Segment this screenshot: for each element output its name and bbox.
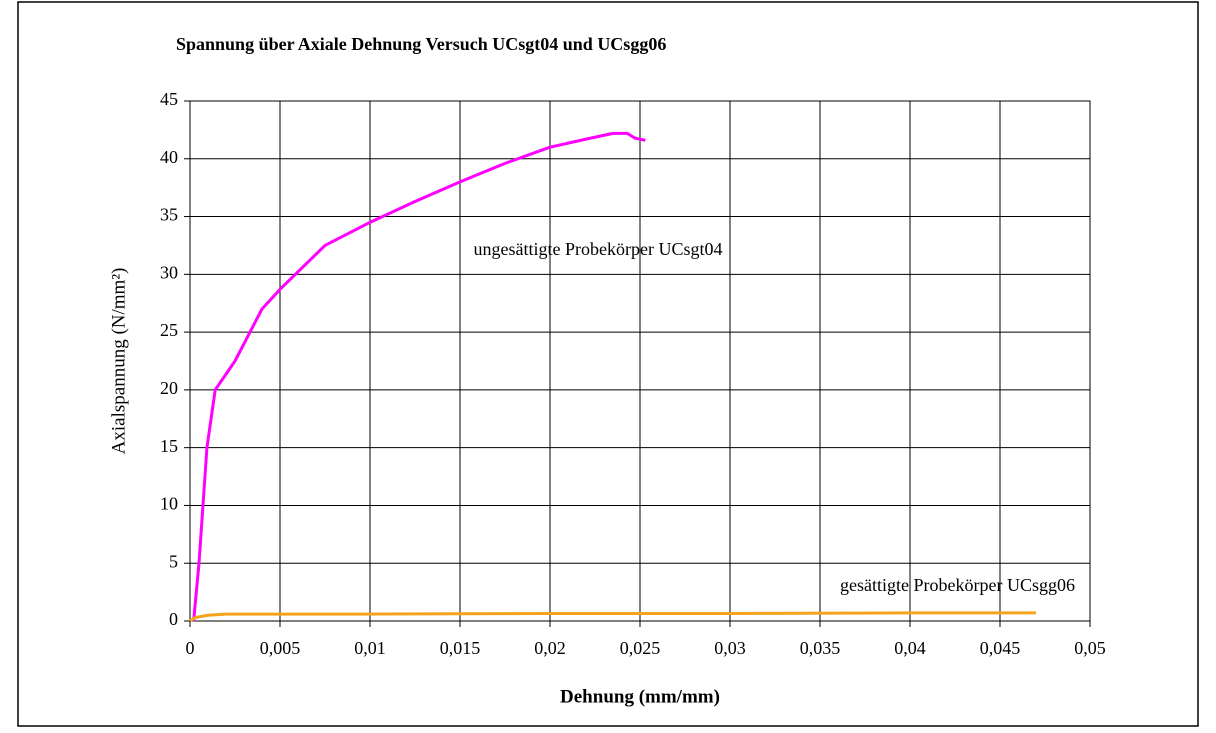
chart-title: Spannung über Axiale Dehnung Versuch UCs… [176,34,666,54]
y-axis-label: Axialspannung (N/mm²) [108,268,129,455]
y-tick-label: 25 [160,320,178,340]
y-tick-label: 45 [160,89,178,109]
x-tick-label: 0,045 [980,638,1021,658]
series-annotation: gesättigte Probekörper UCsgg06 [840,575,1075,595]
chart-frame [17,1,1199,727]
x-tick-label: 0,005 [260,638,301,658]
y-tick-label: 20 [160,378,178,398]
x-tick-label: 0,01 [354,638,386,658]
x-tick-label: 0,025 [620,638,661,658]
y-tick-label: 15 [160,436,178,456]
plot-area [189,100,1091,622]
series-annotation: ungesättigte Probekörper UCsgt04 [474,239,723,259]
line-series [192,131,646,622]
line-series [189,611,1036,623]
x-tick-label: 0,05 [1074,638,1106,658]
x-tick-label: 0,03 [714,638,746,658]
x-tick-label: 0 [186,638,195,658]
x-tick-label: 0,04 [894,638,926,658]
x-axis-label: Dehnung (mm/mm) [560,686,720,707]
y-tick-label: 0 [169,609,178,629]
x-tick-label: 0,015 [440,638,481,658]
y-tick-label: 10 [160,494,178,514]
y-tick-label: 40 [160,147,178,167]
y-tick-label: 5 [169,551,178,571]
y-tick-label: 35 [160,205,178,225]
y-tick-label: 30 [160,262,178,282]
x-tick-label: 0,035 [800,638,841,658]
x-tick-label: 0,02 [534,638,566,658]
